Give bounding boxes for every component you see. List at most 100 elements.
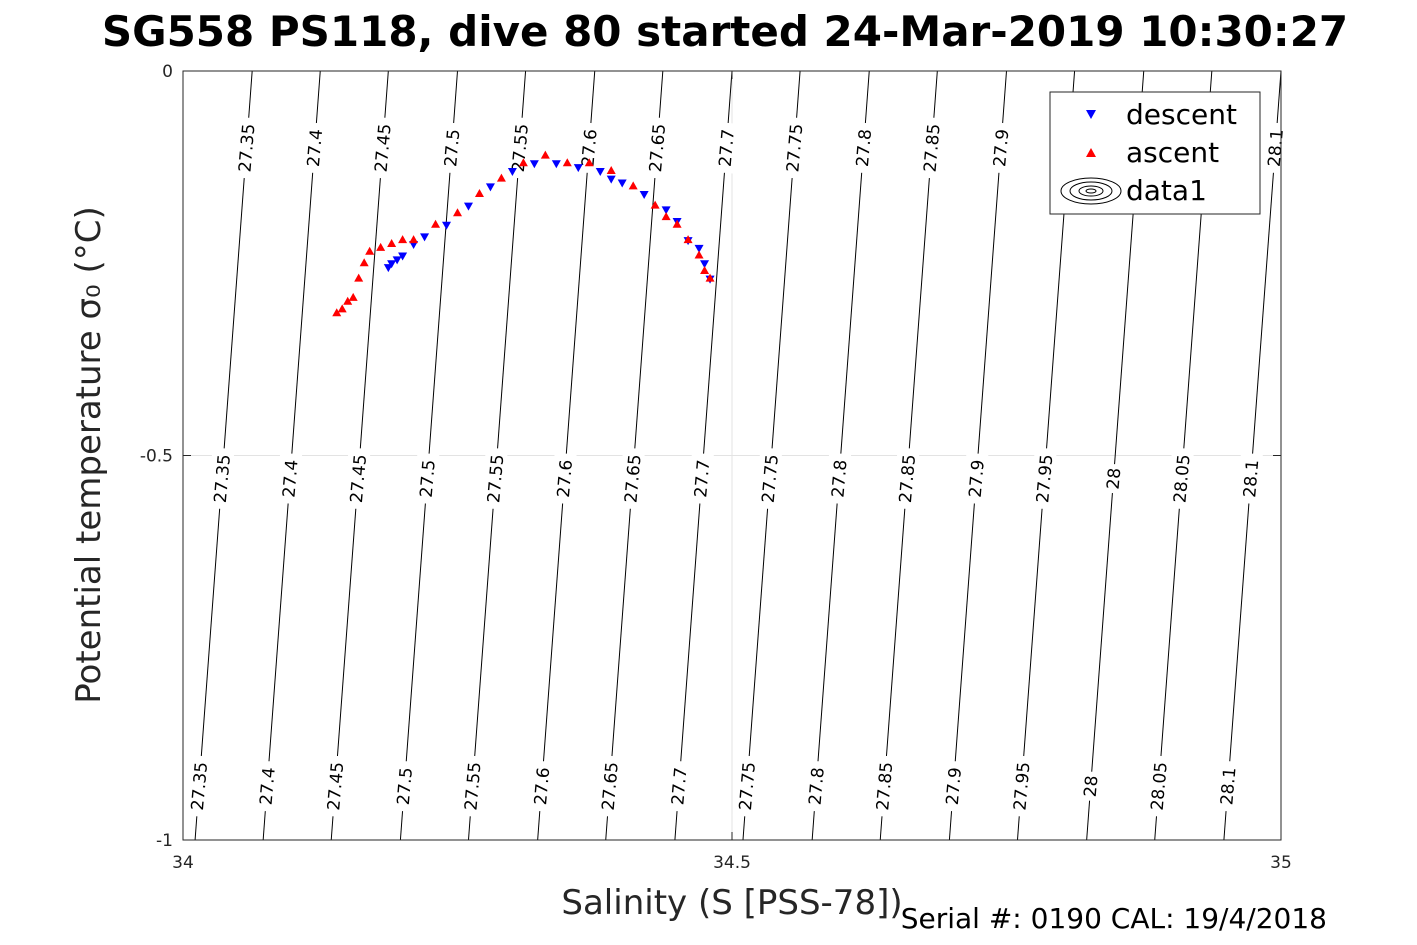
ascent-point: [376, 242, 386, 251]
contour-label-group: 27.95: [1006, 754, 1035, 818]
contour-label-bg: [574, 121, 602, 174]
contour-label: 27.7: [716, 128, 739, 167]
contour-label-bg: [1029, 447, 1057, 510]
contour-label: 27.8: [806, 767, 829, 806]
ascent-point: [628, 181, 638, 190]
descent-point: [387, 260, 397, 269]
contour-label-bg: [550, 452, 577, 505]
contour-label-group: 27.5: [437, 121, 464, 174]
y-tick-label: -0.5: [140, 447, 173, 467]
contour-label-bg: [527, 760, 554, 812]
descent-point: [392, 256, 402, 265]
contour-label-bg: [437, 121, 464, 174]
contour-label-bg: [480, 447, 508, 510]
ascent-point: [518, 158, 528, 167]
descent-point: [573, 164, 583, 173]
contour-label: 27.6: [531, 767, 554, 806]
contour-label-group: 27.85: [869, 754, 897, 818]
y-tick-label: 0: [162, 62, 173, 82]
contour-label-group: 28.1: [1261, 121, 1288, 174]
descent-point: [700, 260, 710, 269]
contour-label-group: 27.8: [849, 121, 876, 174]
contour-label-bg: [231, 116, 260, 179]
contour-label-bg: [595, 754, 623, 818]
contour-label-group: 27.75: [755, 447, 783, 510]
ascent-point: [365, 246, 375, 255]
y-axis-label: Potential temperature σ₀ (°C): [69, 206, 109, 704]
y-tick-label: -1: [156, 831, 173, 851]
descent-point: [694, 244, 704, 253]
contour-label-group: 27.75: [732, 754, 760, 818]
data-points: [332, 150, 715, 317]
contour-label-bg: [687, 452, 714, 505]
contour-label: 27.75: [759, 454, 783, 504]
descent-point: [442, 221, 452, 230]
contour-label-bg: [1100, 463, 1125, 494]
x-axis-ticks: 34 34.5 35: [172, 71, 1292, 873]
contour-label: 28.05: [1170, 454, 1194, 504]
contour-label: 27.65: [599, 761, 623, 811]
ascent-point: [431, 219, 441, 228]
contour-label-group: 27.35: [231, 116, 260, 179]
ascent-point: [453, 208, 462, 217]
contour-label-group: 27.75: [779, 116, 807, 179]
ascent-point: [683, 235, 693, 244]
contour-label-group: 27.7: [687, 452, 714, 505]
contour-labels: 27.35 27.4 27.45 27.5 27.55 27.6 27.65 27.7 27.7…: [184, 116, 1288, 818]
contour-label-group: 27.55: [457, 754, 486, 818]
contour-label: 27.4: [279, 459, 302, 498]
contour-label-group: 28: [1077, 770, 1103, 802]
contour-label-group: 27.5: [413, 452, 440, 505]
contour-label: 27.7: [668, 767, 691, 806]
contour-label-group: 27.4: [300, 121, 327, 174]
contour-label-bg: [343, 447, 371, 510]
y-axis-ticks: 0 -0.5 -1: [140, 62, 1281, 851]
contour-label-group: 27.6: [550, 452, 577, 505]
descent-point: [420, 233, 430, 242]
contour-label: 27.5: [394, 767, 417, 806]
contour-label-bg: [849, 121, 876, 174]
descent-point: [529, 160, 539, 169]
x-tick-label: 34: [172, 853, 194, 873]
contour-label-group: 27.5: [390, 760, 417, 812]
contour-label: 27.9: [943, 767, 966, 806]
contour-label-group: 27.8: [802, 760, 829, 812]
contour-label: 28.1: [1265, 128, 1288, 167]
contour-label-bg: [869, 754, 897, 818]
contour-label-bg: [320, 754, 348, 818]
ascent-point: [562, 158, 572, 167]
contour-label-bg: [1166, 447, 1195, 510]
legend-box: [1049, 91, 1261, 215]
legend-ascent-label: ascent: [1126, 136, 1219, 169]
ascent-point: [409, 235, 419, 244]
contour-label-group: 27.85: [892, 447, 920, 510]
x-tick-label: 34.5: [713, 853, 751, 873]
contour-label-group: 27.65: [642, 116, 670, 179]
contour-label-group: 28.1: [1236, 452, 1263, 505]
ascent-point: [348, 292, 358, 301]
contour-label-bg: [184, 754, 212, 818]
contour-label: 27.6: [554, 459, 577, 498]
ascent-point: [705, 273, 715, 282]
contour-label: 27.35: [211, 454, 235, 504]
descent-point: [398, 252, 408, 261]
contour-label-bg: [207, 447, 235, 510]
contour-label: 27.9: [990, 128, 1013, 167]
contour-label: 27.8: [853, 128, 876, 167]
contour-label: 28.1: [1217, 767, 1240, 806]
descent-point: [639, 191, 649, 200]
contour-label-group: 28: [1100, 463, 1125, 494]
contour-label-group: 27.55: [480, 447, 508, 510]
contour-label-bg: [986, 121, 1013, 174]
contour-label-bg: [917, 116, 945, 179]
contour-label-group: 27.45: [343, 447, 371, 510]
ascent-point: [540, 150, 550, 159]
contour-label-bg: [413, 452, 440, 505]
contour-label-bg: [1144, 754, 1172, 818]
contour-label: 27.95: [1010, 761, 1034, 811]
contour-label-bg: [824, 452, 852, 505]
contour-label: 28.05: [1148, 761, 1172, 811]
contour-label: 27.8: [828, 459, 851, 498]
ascent-point: [650, 200, 660, 209]
